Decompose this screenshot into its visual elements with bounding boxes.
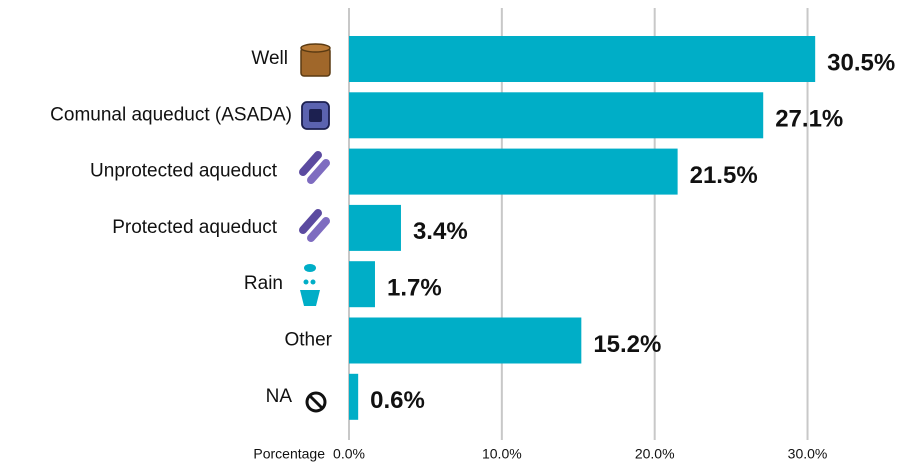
value-label: 0.6% [370,387,425,414]
x-tick-label: 0.0% [333,446,365,462]
category-label: Unprotected aqueduct [90,161,278,182]
bar [349,36,816,82]
category-label: Protected aqueduct [112,217,278,238]
value-label: 15.2% [593,331,661,358]
value-label: 1.7% [387,275,442,302]
bar [349,204,401,251]
value-label: 27.1% [775,106,843,133]
x-axis-label: Porcentage [253,446,325,462]
bar [349,92,764,139]
unprotected-icon [299,151,330,184]
category-label: Other [284,330,332,351]
bar [349,373,359,420]
x-tick-label: 20.0% [635,446,675,462]
protected-icon [299,209,330,242]
well-icon [300,43,331,77]
bar [349,261,375,308]
value-label: 3.4% [413,218,468,245]
asada-icon [301,101,330,130]
category-label: Well [251,48,288,69]
na-icon [305,391,327,413]
x-tick-label: 30.0% [788,446,828,462]
value-label: 21.5% [690,162,758,189]
bar [349,148,678,195]
category-label: Comunal aqueduct (ASADA) [50,104,292,125]
category-label: NA [266,386,293,407]
value-label: 30.5% [827,49,895,76]
rain-icon [300,264,320,306]
icons [299,43,331,413]
x-tick-label: 10.0% [482,446,522,462]
category-label: Rain [244,273,283,294]
bar [349,317,582,364]
